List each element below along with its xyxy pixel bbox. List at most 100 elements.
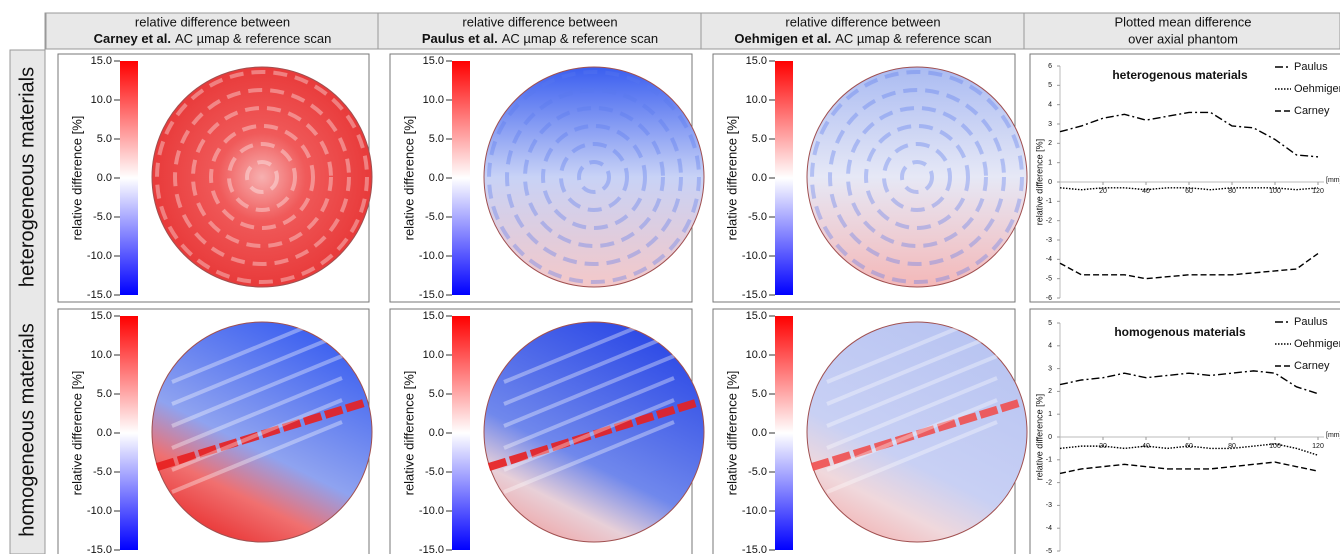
header-bold: Carney et al.: [94, 31, 171, 46]
colorbar-tick-label: 5.0: [429, 388, 444, 400]
heatmap-ring: [828, 88, 1006, 266]
colorbar-tick-label: -10.0: [742, 505, 767, 517]
header-line1: relative difference between: [462, 14, 617, 29]
colorbar-tick-label: 15.0: [746, 55, 767, 67]
header-line1: Plotted mean difference: [1114, 14, 1251, 29]
heatmap-streak: [171, 332, 343, 406]
heatmap-streak: [171, 376, 343, 450]
y-tick-label: -2: [1046, 479, 1052, 486]
heatmap-ring: [209, 124, 315, 230]
heatmap-streak: [826, 420, 998, 494]
x-tick-label: 120: [1312, 443, 1324, 450]
heatmap-ring: [810, 70, 1024, 284]
heatmap-ring: [864, 124, 970, 230]
y-axis-label: relative difference [%]: [1034, 139, 1044, 225]
x-tick-label: 20: [1099, 188, 1107, 195]
colorbar-tick-label: 10.0: [91, 349, 112, 361]
colorbar-tick-label: 15.0: [423, 55, 444, 67]
heatmap-streak: [826, 354, 998, 428]
colorbar-tick-label: -5.0: [425, 466, 444, 478]
header-rest: AC µmap & reference scan: [502, 31, 658, 46]
colorbar-tick-label: 10.0: [746, 349, 767, 361]
colorbar-tick-label: 5.0: [429, 133, 444, 145]
colorbar-tick-label: -10.0: [87, 250, 112, 262]
y-tick-label: -1: [1046, 198, 1052, 205]
row-label: homogeneous materials: [16, 323, 38, 536]
heatmap-ring: [541, 124, 647, 230]
y-tick-label: 0: [1048, 434, 1052, 441]
x-tick-label: 120: [1312, 188, 1324, 195]
heatmap-streak: [171, 310, 343, 384]
heatmap-image: [483, 66, 705, 288]
x-tick-label: 80: [1228, 188, 1236, 195]
heatmap-streak: [503, 420, 675, 494]
chart-annotation: heterogenous materials: [1112, 68, 1248, 82]
colorbar-label: relative difference [%]: [724, 116, 739, 241]
colorbar-tick-label: -15.0: [87, 289, 112, 301]
colorbar-label: relative difference [%]: [724, 371, 739, 496]
legend-label: Oehmigen: [1294, 83, 1340, 95]
heatmap-streak: [826, 376, 998, 450]
colorbar-tick-label: -5.0: [748, 466, 767, 478]
colorbar: [775, 316, 793, 550]
colorbar-tick-label: -5.0: [425, 211, 444, 223]
x-axis-label: [mm]: [1326, 432, 1340, 439]
colorbar-tick-label: -10.0: [87, 505, 112, 517]
y-tick-label: 3: [1048, 121, 1052, 128]
colorbar-tick-label: -5.0: [93, 466, 112, 478]
heatmap-streak: [503, 376, 675, 450]
heatmap-ring: [173, 88, 351, 266]
heatmap-streak: [503, 310, 675, 384]
colorbar-tick-label: 15.0: [423, 310, 444, 322]
header-line1: relative difference between: [135, 14, 290, 29]
colorbar-label: relative difference [%]: [69, 116, 84, 241]
colorbar: [120, 316, 138, 550]
colorbar-tick-label: -15.0: [742, 544, 767, 554]
header-bold: Oehmigen et al.: [734, 31, 831, 46]
colorbar-tick-label: -15.0: [87, 544, 112, 554]
heatmap-streak: [487, 398, 701, 471]
heatmap-streak: [171, 420, 343, 494]
colorbar-label: relative difference [%]: [401, 116, 416, 241]
colorbar-tick-label: 5.0: [97, 388, 112, 400]
colorbar: [452, 316, 470, 550]
row-label: heterogeneous materials: [16, 67, 38, 287]
heatmap-ring: [227, 142, 297, 212]
colorbar-tick-label: 10.0: [423, 349, 444, 361]
colorbar-tick-label: 0.0: [97, 172, 112, 184]
heatmap-ring: [577, 160, 611, 194]
colorbar-tick-label: 0.0: [429, 172, 444, 184]
y-tick-label: 3: [1048, 365, 1052, 372]
y-tick-label: 2: [1048, 140, 1052, 147]
y-tick-label: -4: [1046, 525, 1052, 532]
heatmap-streak: [503, 398, 675, 472]
series-line: [1059, 461, 1319, 475]
legend-label: Carney: [1294, 105, 1330, 117]
heatmap-ring: [846, 106, 988, 248]
colorbar-tick-label: 15.0: [91, 310, 112, 322]
header-line2: Paulus et al. AC µmap & reference scan: [422, 31, 658, 46]
colorbar-tick-label: -15.0: [419, 289, 444, 301]
heatmap-ring: [559, 142, 629, 212]
heatmap-ring: [155, 70, 369, 284]
series-line: [1059, 252, 1319, 280]
series-line: [1059, 187, 1319, 191]
legend-label: Oehmigen: [1294, 338, 1340, 350]
series-line: [1059, 111, 1319, 158]
legend-label: Carney: [1294, 360, 1330, 372]
y-tick-label: -3: [1046, 237, 1052, 244]
heatmap-streak: [171, 354, 343, 428]
header-bar: [44, 12, 1340, 50]
colorbar-tick-label: -10.0: [419, 505, 444, 517]
colorbar-tick-label: -5.0: [93, 211, 112, 223]
series-line: [1059, 443, 1319, 456]
y-axis-label: relative difference [%]: [1034, 394, 1044, 480]
heatmap-image: [151, 66, 373, 288]
colorbar-tick-label: -15.0: [419, 544, 444, 554]
colorbar-tick-label: -15.0: [742, 289, 767, 301]
x-tick-label: 40: [1142, 188, 1150, 195]
x-tick-label: 100: [1269, 188, 1281, 195]
x-tick-label: 100: [1269, 443, 1281, 450]
heatmap-ring: [191, 106, 333, 248]
